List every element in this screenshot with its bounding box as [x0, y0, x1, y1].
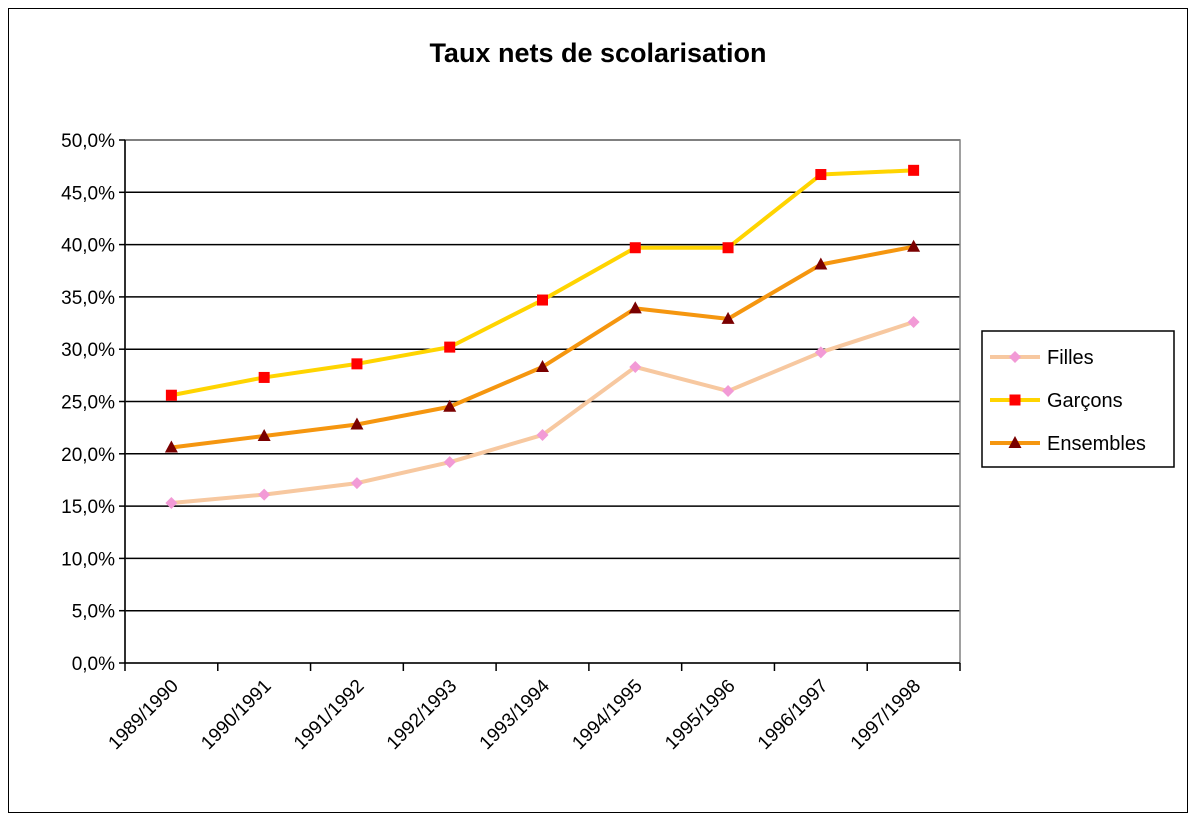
y-tick-label: 45,0%: [61, 183, 115, 204]
y-tick-label: 10,0%: [61, 549, 115, 570]
axes: [119, 139, 961, 671]
chart-title: Taux nets de scolarisation: [429, 38, 766, 68]
marker-triangle: [721, 311, 735, 324]
marker-triangle: [907, 239, 921, 252]
x-tick-label: 1991/1992: [290, 676, 368, 754]
marker-square: [722, 242, 734, 254]
marker-square: [444, 341, 456, 353]
marker-square: [258, 371, 270, 383]
x-tick-label: 1992/1993: [383, 676, 461, 754]
x-tick-label: 1990/1991: [197, 676, 275, 754]
marker-square: [351, 358, 363, 370]
marker-triangle: [164, 440, 178, 453]
x-tick-labels: 1989/1990 1990/1991 1991/1992 1992/1993 1993…: [105, 675, 926, 754]
marker-triangle: [1008, 436, 1022, 448]
legend-label: Ensembles: [1047, 433, 1146, 455]
marker-diamond: [907, 316, 920, 329]
x-tick-label: 1993/1994: [476, 675, 555, 754]
series-line-ensembles: [171, 244, 914, 450]
y-tick-label: 50,0%: [61, 131, 115, 152]
marker-triangle: [814, 257, 828, 270]
marker-diamond: [629, 360, 642, 373]
marker-diamond: [814, 346, 827, 359]
x-tick-label: 1989/1990: [105, 676, 183, 754]
y-tick-label: 40,0%: [61, 236, 115, 257]
y-tick-label: 5,0%: [72, 602, 115, 623]
marker-square: [815, 169, 827, 181]
y-tick-label: 15,0%: [61, 497, 115, 518]
marker-diamond: [165, 496, 178, 509]
y-tick-label: 35,0%: [61, 288, 115, 309]
marker-triangle: [350, 417, 364, 430]
legend-label: Filles: [1047, 347, 1094, 369]
y-tick-label: 20,0%: [61, 445, 115, 466]
marker-diamond: [722, 385, 735, 398]
marker-diamond: [1009, 351, 1021, 363]
x-tick-label: 1995/1996: [661, 676, 739, 754]
y-tick-labels: 0,0% 5,0% 10,0% 15,0% 20,0% 25,0% 30,0% 35,0% 40…: [61, 131, 115, 675]
x-tick-label: 1997/1998: [847, 676, 925, 754]
marker-square: [1009, 394, 1021, 406]
marker-triangle: [628, 301, 642, 314]
legend-label: Garçons: [1047, 390, 1123, 412]
marker-diamond: [536, 428, 549, 441]
marker-square: [908, 164, 920, 176]
marker-diamond: [350, 477, 363, 490]
marker-triangle: [536, 359, 549, 372]
marker-square: [629, 242, 641, 254]
y-tick-label: 30,0%: [61, 340, 115, 361]
x-tick-label: 1996/1997: [754, 676, 832, 754]
y-tick-label: 25,0%: [61, 393, 115, 414]
marker-square: [165, 389, 177, 401]
series-markers: [164, 164, 921, 509]
gridlines: [125, 139, 960, 612]
marker-triangle: [443, 399, 457, 412]
y-tick-label: 0,0%: [72, 654, 115, 675]
marker-square: [537, 294, 548, 306]
marker-triangle: [257, 429, 271, 442]
legend: Filles Garçons Ensembles: [981, 330, 1175, 468]
marker-diamond: [258, 488, 271, 501]
marker-diamond: [443, 456, 456, 469]
x-tick-label: 1994/1995: [568, 676, 646, 754]
